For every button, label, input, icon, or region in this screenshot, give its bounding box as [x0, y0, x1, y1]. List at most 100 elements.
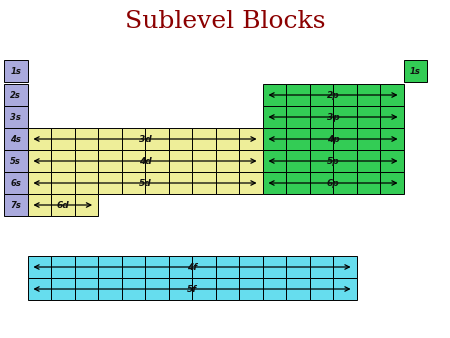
Bar [216, 128, 239, 150]
Bar [168, 256, 192, 278]
Bar [262, 128, 286, 150]
Text: 6s: 6s [10, 178, 21, 188]
Bar [380, 128, 404, 150]
Text: 2s: 2s [10, 91, 21, 99]
Bar [75, 172, 98, 194]
Bar [286, 84, 310, 106]
Bar [239, 150, 262, 172]
Bar [356, 106, 380, 128]
Bar [216, 150, 239, 172]
Bar [75, 194, 98, 216]
Bar [404, 60, 427, 82]
Bar [262, 278, 286, 300]
Bar [310, 256, 333, 278]
Bar [216, 256, 239, 278]
Bar [27, 172, 51, 194]
Bar [310, 150, 333, 172]
Text: 1s: 1s [10, 67, 21, 75]
Bar [333, 128, 356, 150]
Bar [310, 106, 333, 128]
Bar [98, 256, 122, 278]
Bar [122, 278, 145, 300]
Text: 6p: 6p [327, 178, 339, 188]
Bar [216, 278, 239, 300]
Text: 4p: 4p [327, 135, 339, 144]
Bar [75, 128, 98, 150]
Bar [380, 172, 404, 194]
Bar [168, 128, 192, 150]
Bar [192, 150, 216, 172]
Bar [239, 256, 262, 278]
Bar [168, 278, 192, 300]
Text: 4d: 4d [139, 156, 151, 166]
Bar [51, 278, 75, 300]
Bar [262, 106, 286, 128]
Bar [380, 106, 404, 128]
Bar [333, 106, 356, 128]
Bar [333, 150, 356, 172]
Bar [192, 172, 216, 194]
Bar [51, 172, 75, 194]
Text: 3p: 3p [327, 113, 339, 121]
Bar [333, 256, 356, 278]
Text: 5p: 5p [327, 156, 339, 166]
Bar [356, 150, 380, 172]
Bar [356, 84, 380, 106]
Bar [98, 150, 122, 172]
Text: 5f: 5f [187, 285, 197, 293]
Bar [4, 128, 27, 150]
Bar [51, 194, 75, 216]
Bar [4, 106, 27, 128]
Bar [286, 256, 310, 278]
Bar [27, 194, 51, 216]
Bar [216, 172, 239, 194]
Bar [286, 128, 310, 150]
Text: 5s: 5s [10, 156, 21, 166]
Text: 6d: 6d [56, 200, 69, 210]
Text: 4s: 4s [10, 135, 21, 144]
Bar [51, 256, 75, 278]
Bar [122, 256, 145, 278]
Bar [4, 194, 27, 216]
Bar [310, 84, 333, 106]
Bar [4, 84, 27, 106]
Bar [310, 278, 333, 300]
Bar [75, 256, 98, 278]
Bar [145, 278, 168, 300]
Bar [122, 128, 145, 150]
Bar [75, 150, 98, 172]
Bar [4, 60, 27, 82]
Bar [262, 256, 286, 278]
Bar [286, 150, 310, 172]
Bar [145, 128, 168, 150]
Bar [380, 84, 404, 106]
Bar [262, 150, 286, 172]
Bar [286, 172, 310, 194]
Bar [239, 128, 262, 150]
Bar [122, 150, 145, 172]
Text: Sublevel Blocks: Sublevel Blocks [125, 10, 325, 33]
Bar [192, 256, 216, 278]
Bar [4, 150, 27, 172]
Bar [98, 128, 122, 150]
Bar [168, 172, 192, 194]
Bar [333, 172, 356, 194]
Bar [27, 128, 51, 150]
Bar [310, 172, 333, 194]
Bar [286, 106, 310, 128]
Bar [51, 128, 75, 150]
Bar [356, 172, 380, 194]
Bar [27, 278, 51, 300]
Bar [98, 278, 122, 300]
Text: 5d: 5d [139, 178, 151, 188]
Bar [262, 84, 286, 106]
Bar [145, 172, 168, 194]
Bar [145, 150, 168, 172]
Bar [51, 150, 75, 172]
Bar [168, 150, 192, 172]
Bar [192, 278, 216, 300]
Bar [75, 278, 98, 300]
Bar [356, 128, 380, 150]
Bar [333, 84, 356, 106]
Text: 4f: 4f [187, 263, 197, 271]
